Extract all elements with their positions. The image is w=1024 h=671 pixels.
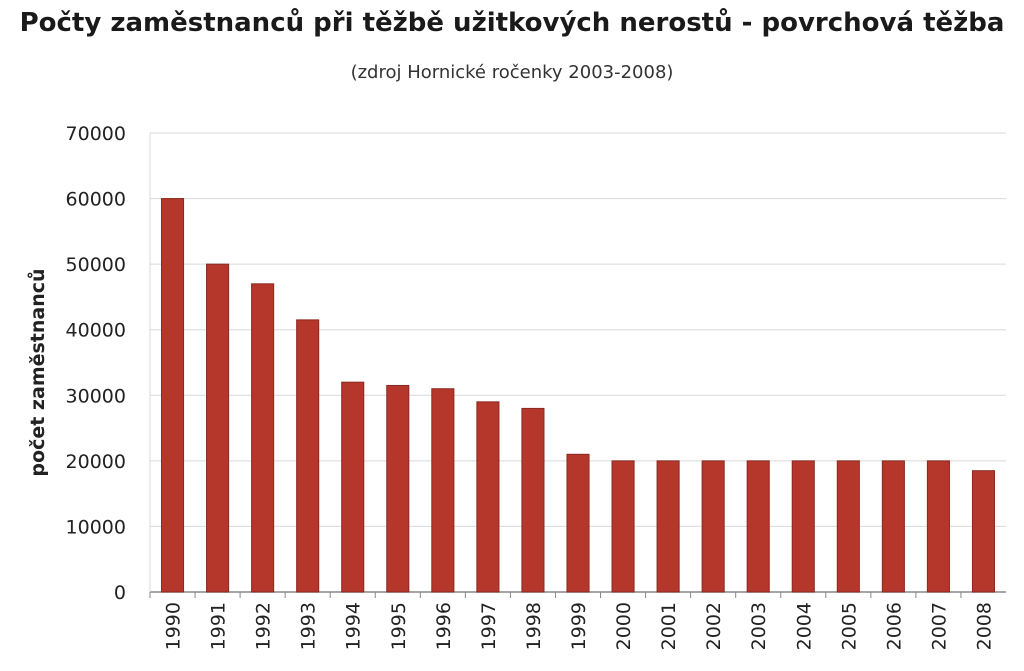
x-tick-label: 1996 [433, 602, 455, 650]
bar-1997 [476, 401, 500, 593]
bar-2007 [926, 460, 950, 593]
bar-1990 [160, 198, 185, 593]
bar-2002 [701, 460, 725, 593]
x-tick-label: 1990 [163, 602, 185, 650]
y-tick-label: 30000 [66, 385, 126, 407]
bar-1998 [521, 407, 545, 593]
bar-1999 [566, 453, 590, 593]
x-tick-label: 1992 [253, 602, 275, 650]
x-tick-label: 1994 [343, 602, 365, 650]
x-tick-label: 2001 [658, 602, 680, 650]
bar-2006 [881, 460, 905, 593]
x-tick-label: 2003 [748, 602, 770, 650]
bar-2004 [791, 460, 815, 593]
bar-2005 [836, 460, 860, 593]
bar-2008 [971, 470, 996, 593]
x-tick-label: 2004 [793, 602, 815, 650]
x-tick-label: 1993 [298, 602, 320, 650]
x-tick-label: 2008 [973, 602, 995, 650]
bar-2001 [656, 460, 680, 593]
x-tick-label: 1998 [523, 602, 545, 650]
y-tick-label: 0 [114, 582, 126, 604]
y-tick-label: 60000 [66, 189, 126, 211]
bar-1996 [431, 388, 455, 593]
x-tick-label: 1999 [568, 602, 590, 650]
x-tick-label: 2000 [613, 602, 635, 650]
chart-subtitle: (zdroj Hornické ročenky 2003-2008) [350, 62, 674, 83]
bars [160, 198, 996, 593]
bar-1993 [296, 319, 320, 593]
chart-title: Počty zaměstnanců při těžbě užitkových n… [19, 8, 1005, 38]
x-tick-label: 1997 [478, 602, 500, 650]
y-tick-label: 10000 [66, 516, 126, 538]
bar-1992 [251, 283, 275, 593]
y-tick-label: 50000 [66, 254, 126, 276]
bar-2003 [746, 460, 770, 593]
bar-2000 [611, 460, 635, 593]
y-tick-label: 70000 [66, 123, 126, 145]
y-axis-label: počet zaměstnanců [26, 268, 49, 476]
x-tick-label: 1991 [208, 602, 230, 650]
x-tick-label: 1995 [388, 602, 410, 650]
y-tick-label: 40000 [66, 320, 126, 342]
x-axis-ticks: 1990 1991 1992 1993 1994 1995 1996 1997 1998 1999… [149, 592, 995, 650]
bar-1994 [341, 381, 365, 593]
x-tick-label: 2005 [838, 602, 860, 650]
x-tick-label: 2007 [928, 602, 950, 650]
x-tick-label: 2006 [883, 602, 905, 650]
bar-1991 [206, 263, 230, 593]
bar-1995 [386, 384, 410, 593]
y-axis-ticks: 0 10000 20000 30000 40000 50000 60000 70000 [66, 123, 126, 604]
y-tick-label: 20000 [66, 451, 126, 473]
x-tick-label: 2002 [703, 602, 725, 650]
